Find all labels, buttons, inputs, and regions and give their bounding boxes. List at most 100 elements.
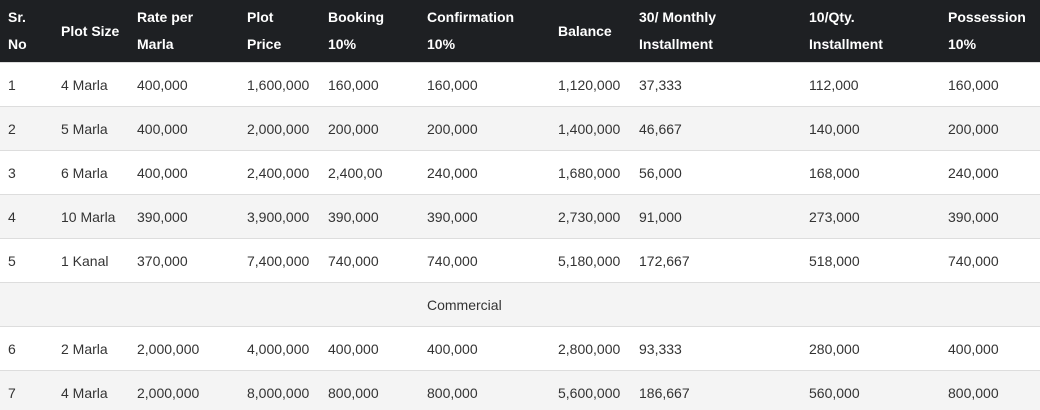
table-cell: 5 — [0, 238, 53, 283]
table-cell: 3,900,000 — [239, 194, 320, 239]
table-cell: 400,000 — [129, 150, 239, 195]
table-cell: 93,333 — [631, 326, 801, 371]
header-line: Possession — [948, 9, 1026, 25]
table-cell: 280,000 — [801, 326, 940, 371]
table-cell: 800,000 — [419, 370, 550, 410]
table-cell: 400,000 — [940, 326, 1040, 371]
table-header: Sr. No Plot Size Rate per Marla Plot Price Book… — [0, 0, 1040, 63]
table-cell: 2,730,000 — [550, 194, 631, 239]
header-line: 10/Qty. — [809, 9, 855, 25]
header-line: Confirmation — [427, 9, 515, 25]
table-cell: 240,000 — [419, 150, 550, 195]
table-cell: 37,333 — [631, 62, 801, 107]
header-cell: 10/Qty. Installment — [801, 0, 940, 63]
header-line: Marla — [137, 36, 174, 52]
table-cell: 1,400,000 — [550, 106, 631, 151]
table-cell: 390,000 — [320, 194, 419, 239]
table-cell: 91,000 — [631, 194, 801, 239]
table-cell: 8,000,000 — [239, 370, 320, 410]
table-cell: 273,000 — [801, 194, 940, 239]
table-cell: 560,000 — [801, 370, 940, 410]
table-cell: 240,000 — [940, 150, 1040, 195]
table-row: 4 10 Marla 390,000 3,900,000 390,000 390,000 2… — [0, 194, 1040, 239]
header-line: Installment — [639, 36, 713, 52]
table-cell: 10 Marla — [53, 194, 129, 239]
header-line: 30/ Monthly — [639, 9, 717, 25]
table-cell: 400,000 — [129, 106, 239, 151]
table-cell: 2,000,000 — [239, 106, 320, 151]
table-cell: 1,120,000 — [550, 62, 631, 107]
section-spacer — [0, 282, 419, 327]
table-cell: 390,000 — [419, 194, 550, 239]
table-cell: 390,000 — [940, 194, 1040, 239]
table-cell: 370,000 — [129, 238, 239, 283]
header-cell: Balance — [550, 0, 631, 63]
header-cell: Sr. No — [0, 0, 53, 63]
table-cell: 7,400,000 — [239, 238, 320, 283]
table-cell: 400,000 — [129, 62, 239, 107]
table-cell: 3 — [0, 150, 53, 195]
header-line: No — [8, 36, 27, 52]
table-cell: 5 Marla — [53, 106, 129, 151]
table-cell: 168,000 — [801, 150, 940, 195]
table-cell: 4 — [0, 194, 53, 239]
table-cell: 1,600,000 — [239, 62, 320, 107]
table-cell: 2,400,000 — [239, 150, 320, 195]
table-cell: 2 — [0, 106, 53, 151]
table-cell: 1 Kanal — [53, 238, 129, 283]
table-cell: 800,000 — [320, 370, 419, 410]
table-cell: 56,000 — [631, 150, 801, 195]
table-cell: 160,000 — [419, 62, 550, 107]
table-cell: 740,000 — [940, 238, 1040, 283]
table-cell: 740,000 — [419, 238, 550, 283]
header-line: Plot — [247, 9, 274, 25]
table-cell: 4,000,000 — [239, 326, 320, 371]
table-cell: 518,000 — [801, 238, 940, 283]
table-row: Commercial — [0, 282, 1040, 327]
table-cell: 160,000 — [320, 62, 419, 107]
table-cell: 6 Marla — [53, 150, 129, 195]
table-cell: 2 Marla — [53, 326, 129, 371]
table-cell: 390,000 — [129, 194, 239, 239]
header-line: Sr. — [8, 9, 26, 25]
table-cell: 2,400,00 — [320, 150, 419, 195]
header-line: 10% — [948, 36, 977, 52]
table-cell: 1,680,000 — [550, 150, 631, 195]
table-cell: 112,000 — [801, 62, 940, 107]
table-cell: 5,180,000 — [550, 238, 631, 283]
table-cell: 2,000,000 — [129, 370, 239, 410]
table-cell: 200,000 — [320, 106, 419, 151]
table-cell: 400,000 — [419, 326, 550, 371]
header-line: 10% — [427, 36, 456, 52]
header-line: 10% — [328, 36, 357, 52]
header-cell: Rate per Marla — [129, 0, 239, 63]
header-row: Sr. No Plot Size Rate per Marla Plot Price Book… — [0, 0, 1040, 63]
header-line: Plot Size — [61, 22, 120, 39]
table-cell: 800,000 — [940, 370, 1040, 410]
table-cell: 186,667 — [631, 370, 801, 410]
table-cell: 172,667 — [631, 238, 801, 283]
header-cell: Plot Price — [239, 0, 320, 63]
table-cell: 200,000 — [419, 106, 550, 151]
header-cell: Plot Size — [53, 0, 129, 63]
table-cell: 1 — [0, 62, 53, 107]
table-cell: 160,000 — [940, 62, 1040, 107]
section-spacer — [550, 282, 1040, 327]
header-cell: Booking 10% — [320, 0, 419, 63]
header-cell: Possession 10% — [940, 0, 1040, 63]
table-cell: 140,000 — [801, 106, 940, 151]
table-cell: 4 Marla — [53, 370, 129, 410]
table-cell: 6 — [0, 326, 53, 371]
table-cell: 2,800,000 — [550, 326, 631, 371]
table-cell: 5,600,000 — [550, 370, 631, 410]
header-line: Rate per — [137, 9, 194, 25]
header-line: Booking — [328, 9, 384, 25]
